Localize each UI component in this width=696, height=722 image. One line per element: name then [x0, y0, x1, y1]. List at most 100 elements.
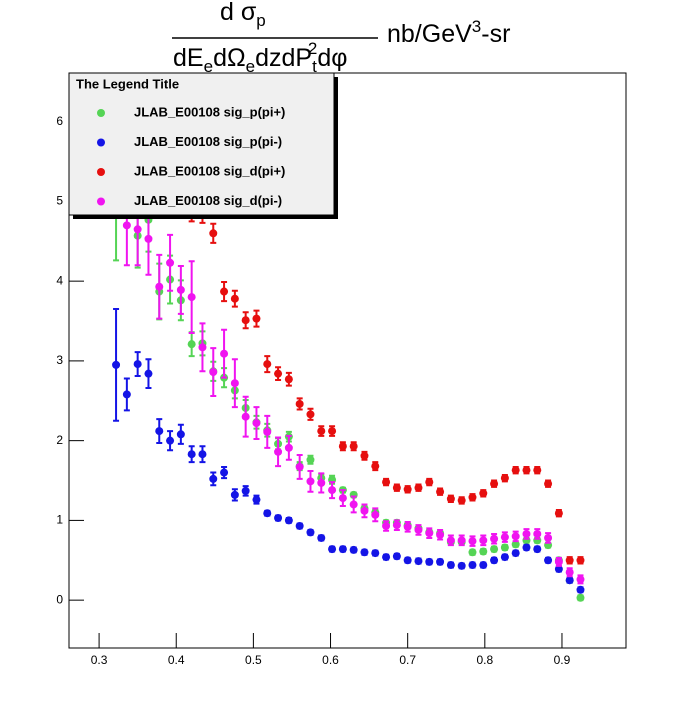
- point: [317, 533, 326, 542]
- title-part: dΩ: [213, 44, 246, 72]
- point: [155, 282, 164, 291]
- point: [392, 552, 401, 561]
- legend-marker: [97, 197, 105, 206]
- point: [576, 575, 585, 584]
- point: [446, 536, 455, 545]
- point: [263, 509, 272, 518]
- point: [511, 540, 520, 549]
- y-tick-label: 4: [56, 273, 63, 287]
- point: [468, 537, 477, 546]
- point: [284, 375, 293, 384]
- point: [241, 412, 250, 421]
- point: [360, 506, 369, 515]
- point: [187, 293, 196, 302]
- point: [554, 509, 563, 518]
- x-tick-label: 0.5: [245, 653, 262, 667]
- point: [403, 556, 412, 565]
- point: [198, 450, 207, 459]
- legend-label: JLAB_E00108 sig_p(pi+): [134, 104, 285, 119]
- legend-label: JLAB_E00108 sig_p(pi-): [134, 134, 282, 149]
- point: [295, 399, 304, 408]
- y-tick-label: 5: [56, 194, 63, 208]
- point: [436, 487, 445, 496]
- point: [414, 557, 423, 566]
- legend-title: The Legend Title: [76, 76, 179, 91]
- point: [392, 483, 401, 492]
- point: [479, 536, 488, 545]
- legend-marker: [97, 109, 105, 117]
- title-part: dzdP: [255, 44, 312, 72]
- point: [220, 468, 229, 477]
- point: [490, 545, 499, 554]
- point: [133, 225, 142, 234]
- title-part: p: [256, 11, 265, 30]
- point: [252, 419, 261, 428]
- point: [500, 474, 509, 483]
- point: [241, 486, 250, 495]
- point: [522, 466, 531, 475]
- point: [155, 427, 164, 436]
- point: [457, 561, 466, 570]
- point: [274, 369, 283, 378]
- x-tick-label: 0.8: [476, 653, 493, 667]
- point: [382, 478, 391, 487]
- y-tick-label: 6: [56, 114, 63, 128]
- title-units: nb/GeV3-sr: [387, 17, 510, 48]
- point: [230, 294, 239, 303]
- legend-box: [68, 72, 335, 216]
- point: [338, 545, 347, 554]
- point: [306, 477, 315, 486]
- point: [565, 556, 574, 565]
- x-tick-label: 0.4: [168, 653, 185, 667]
- point: [338, 494, 347, 503]
- point: [468, 493, 477, 502]
- point: [457, 496, 466, 505]
- point: [198, 343, 207, 352]
- point: [576, 585, 585, 594]
- point: [230, 490, 239, 499]
- point: [295, 521, 304, 530]
- point: [144, 369, 153, 378]
- point: [122, 221, 131, 230]
- point: [511, 532, 520, 541]
- title-numerator: d σp: [220, 0, 266, 30]
- point: [252, 314, 261, 323]
- point: [403, 522, 412, 531]
- point: [544, 533, 553, 542]
- title-part: dE: [173, 44, 204, 72]
- point: [317, 427, 326, 436]
- point: [306, 528, 315, 537]
- legend-label: JLAB_E00108 sig_d(pi+): [134, 163, 285, 178]
- y-tick-label: 1: [56, 513, 63, 527]
- point: [522, 543, 531, 552]
- y-tick-label: 0: [56, 592, 63, 606]
- point: [328, 545, 337, 554]
- point: [490, 479, 499, 488]
- point: [565, 568, 574, 577]
- title-part: e: [204, 57, 213, 76]
- title-denominator: dEedΩedzdPt2dφ: [173, 39, 347, 76]
- point: [371, 549, 380, 558]
- point: [144, 234, 153, 243]
- point: [252, 495, 261, 504]
- point: [166, 436, 175, 445]
- point: [209, 229, 218, 238]
- legend-marker: [97, 168, 105, 176]
- y-tick-label: 3: [56, 353, 63, 367]
- point: [479, 489, 488, 498]
- point: [403, 485, 412, 494]
- point: [446, 561, 455, 570]
- point: [392, 521, 401, 530]
- title-part: e: [246, 57, 255, 76]
- point: [382, 553, 391, 562]
- point: [382, 521, 391, 530]
- point: [187, 340, 196, 349]
- point: [500, 543, 509, 552]
- point: [414, 525, 423, 534]
- point: [533, 545, 542, 554]
- point: [544, 556, 553, 565]
- point: [263, 360, 272, 369]
- point: [317, 478, 326, 487]
- point: [328, 427, 337, 436]
